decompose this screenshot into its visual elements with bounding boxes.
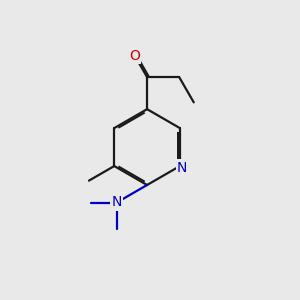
Text: N: N xyxy=(112,196,122,209)
Text: N: N xyxy=(177,160,188,175)
Text: O: O xyxy=(129,49,140,63)
